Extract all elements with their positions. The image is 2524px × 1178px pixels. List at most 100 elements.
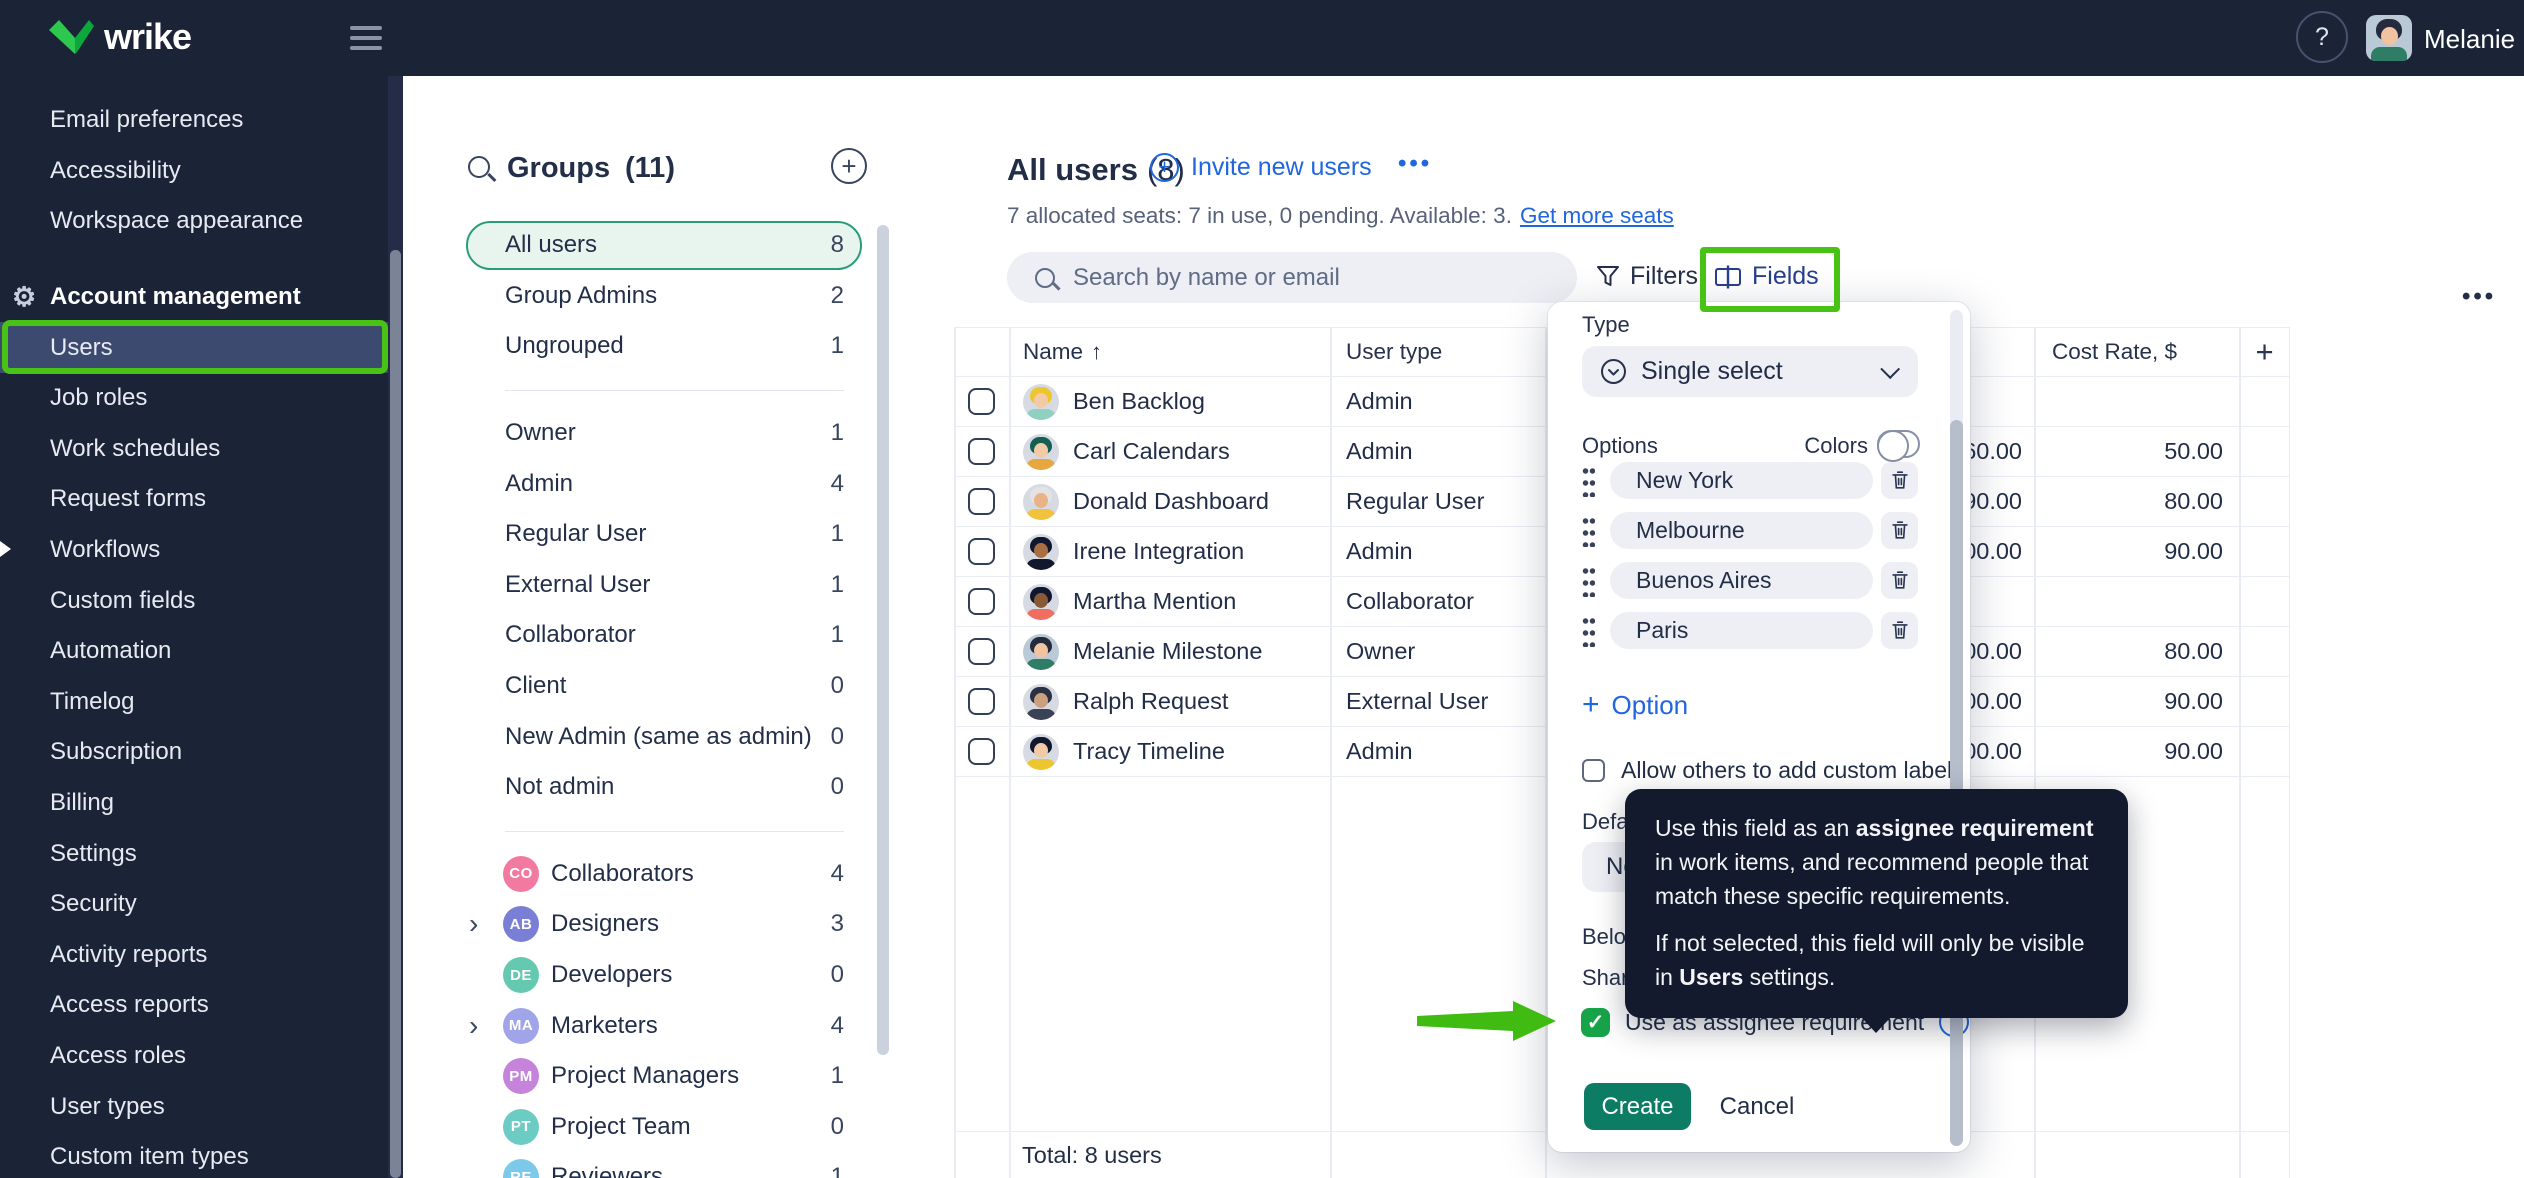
- row-checkbox[interactable]: [968, 488, 995, 515]
- table-row[interactable]: Carl Calendars Admin 60.00 50.00: [954, 427, 2290, 477]
- group-item[interactable]: › DE Developers 0: [403, 950, 862, 1001]
- option-input[interactable]: Paris: [1610, 611, 1873, 649]
- drag-handle-icon[interactable]: [1582, 563, 1595, 597]
- sidebar-item[interactable]: ⚙ Billing: [0, 778, 388, 829]
- row-checkbox[interactable]: [968, 388, 995, 415]
- sidebar-item[interactable]: ⚙ Accessibility: [0, 146, 388, 197]
- filters-button[interactable]: Filters: [1596, 262, 1698, 291]
- create-button[interactable]: Create: [1584, 1083, 1691, 1130]
- sidebar-item[interactable]: ⚙ Automation: [0, 626, 388, 677]
- group-item[interactable]: › Not admin 0: [403, 762, 862, 813]
- row-checkbox[interactable]: [968, 538, 995, 565]
- group-item[interactable]: › PT Project Team 0: [403, 1102, 862, 1153]
- row-checkbox[interactable]: [968, 438, 995, 465]
- group-item[interactable]: › All users 8: [403, 220, 862, 271]
- table-row[interactable]: Donald Dashboard Regular User 90.00 80.0…: [954, 477, 2290, 527]
- group-item[interactable]: › New Admin (same as admin) 0: [403, 711, 862, 762]
- get-more-seats-link[interactable]: Get more seats: [1519, 203, 1674, 228]
- sidebar-item[interactable]: ⚙ Workflows: [0, 525, 388, 576]
- sidebar-item[interactable]: ⚙ Custom fields: [0, 575, 388, 626]
- group-item[interactable]: › Collaborator 1: [403, 610, 862, 661]
- sidebar-item[interactable]: ⚙ Access reports: [0, 980, 388, 1031]
- column-header-name[interactable]: Name ↑: [1009, 339, 1330, 365]
- add-column-button[interactable]: +: [2255, 334, 2274, 369]
- sidebar-item[interactable]: ⚙ Work schedules: [0, 424, 388, 475]
- group-item[interactable]: › External User 1: [403, 560, 862, 611]
- delete-option-button[interactable]: [1881, 461, 1918, 499]
- table-row[interactable]: Tracy Timeline Admin 00.00 90.00: [954, 727, 2290, 777]
- group-item[interactable]: › Ungrouped 1: [403, 321, 862, 372]
- search-icon[interactable]: [468, 156, 490, 178]
- page-menu-button[interactable]: •••: [1398, 150, 1433, 177]
- row-checkbox[interactable]: [968, 738, 995, 765]
- sidebar-item[interactable]: ⚙ Custom item types: [0, 1132, 388, 1178]
- add-group-button[interactable]: +: [831, 148, 867, 184]
- chevron-right-icon[interactable]: ›: [469, 908, 479, 940]
- popup-scrollbar-thumb[interactable]: [1950, 420, 1963, 1146]
- group-item[interactable]: › AB Designers 3: [403, 899, 862, 950]
- row-checkbox[interactable]: [968, 588, 995, 615]
- group-item[interactable]: › Group Admins 2: [403, 271, 862, 322]
- type-select[interactable]: Single select: [1582, 346, 1918, 397]
- delete-option-button[interactable]: [1881, 561, 1918, 599]
- option-input[interactable]: New York: [1610, 461, 1873, 499]
- menu-icon[interactable]: [350, 26, 382, 56]
- colors-label: Colors: [1804, 433, 1868, 458]
- sidebar-item[interactable]: ⚙ Security: [0, 879, 388, 930]
- sidebar-item[interactable]: ⚙ Settings: [0, 828, 388, 879]
- group-item[interactable]: › Regular User 1: [403, 509, 862, 560]
- sidebar-scrollbar-thumb[interactable]: [390, 250, 401, 1178]
- row-checkbox[interactable]: [968, 688, 995, 715]
- drag-handle-icon[interactable]: [1582, 463, 1595, 497]
- sidebar-item[interactable]: ⚙ Request forms: [0, 474, 388, 525]
- group-item[interactable]: › Admin 4: [403, 458, 862, 509]
- group-item[interactable]: › PM Project Managers 1: [403, 1051, 862, 1102]
- column-header-cost-rate[interactable]: Cost Rate, $: [2034, 339, 2239, 365]
- search-input[interactable]: [1073, 263, 1513, 292]
- delete-option-button[interactable]: [1881, 611, 1918, 649]
- sidebar-item[interactable]: ⚙ Job roles: [0, 373, 388, 424]
- chevron-right-icon[interactable]: ›: [469, 1009, 479, 1041]
- drag-handle-icon[interactable]: [1582, 613, 1595, 647]
- cancel-button[interactable]: Cancel: [1719, 1092, 1795, 1120]
- user-avatar[interactable]: [2366, 15, 2412, 61]
- user-search[interactable]: [1007, 252, 1577, 303]
- annotation-box-users: [2, 320, 388, 374]
- groups-scrollbar-thumb[interactable]: [877, 225, 889, 1055]
- allow-custom-labels-row[interactable]: Allow others to add custom labels: [1582, 757, 1964, 784]
- option-input[interactable]: Melbourne: [1610, 511, 1873, 549]
- row-checkbox[interactable]: [968, 638, 995, 665]
- group-item[interactable]: › MA Marketers 4: [403, 1000, 862, 1051]
- sidebar-item[interactable]: ⚙ Access roles: [0, 1031, 388, 1082]
- delete-option-button[interactable]: [1881, 511, 1918, 549]
- group-item[interactable]: › Owner 1: [403, 408, 862, 459]
- group-item[interactable]: › RE Reviewers 1: [403, 1152, 862, 1178]
- sidebar-item[interactable]: ⚙ Workspace appearance: [0, 196, 388, 247]
- sidebar-item[interactable]: ⚙ Timelog: [0, 677, 388, 728]
- allow-custom-labels-checkbox[interactable]: [1582, 759, 1605, 782]
- sidebar-item[interactable]: ⚙ Account management: [0, 272, 388, 323]
- table-menu-button[interactable]: •••: [2462, 283, 2497, 310]
- column-header-user-type[interactable]: User type: [1330, 339, 1545, 365]
- table-row[interactable]: Melanie Milestone Owner 00.00 80.00: [954, 627, 2290, 677]
- add-option-button[interactable]: + Option: [1582, 688, 1688, 722]
- group-item[interactable]: › Client 0: [403, 661, 862, 712]
- sidebar-item[interactable]: ⚙ Activity reports: [0, 930, 388, 981]
- sidebar-item[interactable]: ⚙ Email preferences: [0, 95, 388, 146]
- assignee-requirement-checkbox[interactable]: ✓: [1581, 1007, 1610, 1037]
- group-item[interactable]: ›: [403, 813, 862, 849]
- fields-button[interactable]: Fields: [1714, 262, 1819, 291]
- help-button[interactable]: ?: [2296, 11, 2348, 63]
- group-item[interactable]: › CO Collaborators 4: [403, 849, 862, 900]
- group-item[interactable]: ›: [403, 372, 862, 408]
- colors-toggle[interactable]: [1877, 430, 1920, 462]
- drag-handle-icon[interactable]: [1582, 513, 1595, 547]
- sort-ascending-icon[interactable]: ↑: [1091, 339, 1103, 364]
- invite-new-users-button[interactable]: + Invite new users: [1150, 153, 1372, 182]
- table-border: [2288, 327, 2290, 1178]
- sidebar-item[interactable]: ⚙ Subscription: [0, 727, 388, 778]
- sidebar-item[interactable]: ⚙ Users: [0, 322, 388, 373]
- wrike-logo[interactable]: wrike: [48, 16, 192, 58]
- option-input[interactable]: Buenos Aires: [1610, 561, 1873, 599]
- sidebar-item[interactable]: ⚙ User types: [0, 1081, 388, 1132]
